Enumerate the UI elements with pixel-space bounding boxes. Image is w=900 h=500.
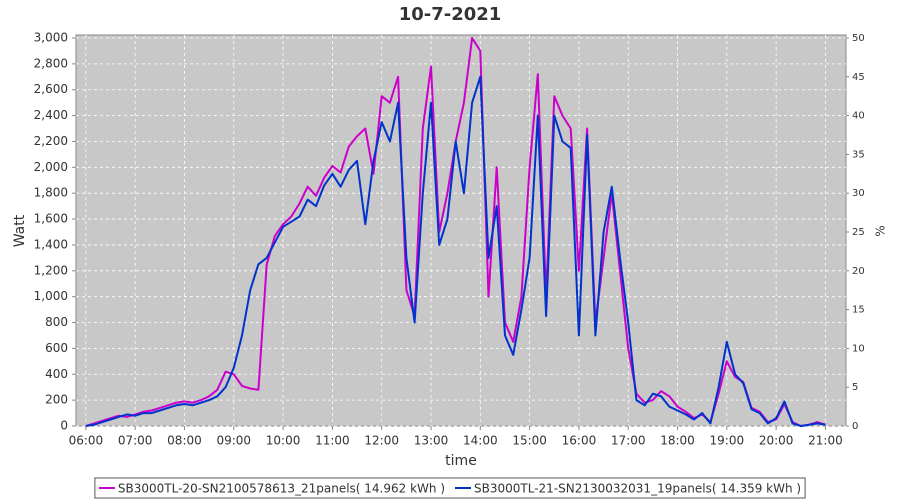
y-axis-label: Watt xyxy=(12,214,28,247)
x-tick-label: 13:00 xyxy=(414,434,449,448)
y-tick-label: 2,000 xyxy=(34,160,68,174)
x-tick-label: 14:00 xyxy=(463,434,498,448)
y-tick-label: 2,600 xyxy=(34,82,68,96)
x-tick-label: 21:00 xyxy=(808,434,843,448)
legend-label: SB3000TL-20-SN2100578613_21panels( 14.96… xyxy=(118,482,445,496)
y-tick-label: 200 xyxy=(45,393,68,407)
y2-tick-label: 15 xyxy=(852,305,865,316)
y-tick-label: 2,400 xyxy=(34,108,68,122)
y2-tick-label: 30 xyxy=(852,188,865,199)
x-tick-label: 20:00 xyxy=(759,434,794,448)
y2-tick-label: 35 xyxy=(852,149,865,160)
y-tick-label: 400 xyxy=(45,367,68,381)
legend: SB3000TL-20-SN2100578613_21panels( 14.96… xyxy=(94,477,806,499)
y-tick-label: 3,000 xyxy=(34,31,68,45)
y-tick-label: 1,600 xyxy=(34,212,68,226)
x-tick-label: 08:00 xyxy=(167,434,202,448)
x-tick-label: 15:00 xyxy=(512,434,547,448)
y-tick-label: 1,000 xyxy=(34,289,68,303)
x-tick-label: 16:00 xyxy=(562,434,597,448)
legend-label: SB3000TL-21-SN2130032031_19panels( 14.35… xyxy=(474,482,801,496)
x-tick-label: 09:00 xyxy=(216,434,251,448)
y-tick-label: 2,200 xyxy=(34,134,68,148)
y2-axis-label: % xyxy=(874,225,888,236)
x-tick-label: 12:00 xyxy=(364,434,399,448)
x-tick-label: 07:00 xyxy=(118,434,153,448)
y-tick-label: 1,200 xyxy=(34,263,68,277)
y2-tick-label: 20 xyxy=(852,266,865,277)
legend-box xyxy=(94,477,806,499)
y-tick-label: 0 xyxy=(60,419,68,433)
y2-tick-label: 50 xyxy=(852,33,865,44)
y-tick-label: 1,800 xyxy=(34,186,68,200)
x-tick-label: 19:00 xyxy=(710,434,745,448)
y-tick-label: 800 xyxy=(45,315,68,329)
y2-tick-label: 25 xyxy=(852,227,865,238)
y-tick-label: 2,800 xyxy=(34,56,68,70)
y2-tick-label: 5 xyxy=(852,382,858,393)
x-tick-label: 06:00 xyxy=(69,434,104,448)
y2-tick-label: 0 xyxy=(852,421,858,432)
x-tick-label: 10:00 xyxy=(266,434,301,448)
x-axis-label: time xyxy=(445,453,477,469)
y2-tick-label: 45 xyxy=(852,72,865,83)
x-tick-label: 18:00 xyxy=(660,434,695,448)
y-tick-label: 600 xyxy=(45,341,68,355)
x-tick-label: 11:00 xyxy=(315,434,350,448)
y2-tick-label: 10 xyxy=(852,343,865,354)
y-tick-label: 1,400 xyxy=(34,237,68,251)
x-tick-label: 17:00 xyxy=(611,434,646,448)
series-line xyxy=(85,75,826,427)
chart-title: 10-7-2021 xyxy=(399,4,502,25)
y2-tick-label: 40 xyxy=(852,111,865,122)
plot-area xyxy=(75,34,847,427)
